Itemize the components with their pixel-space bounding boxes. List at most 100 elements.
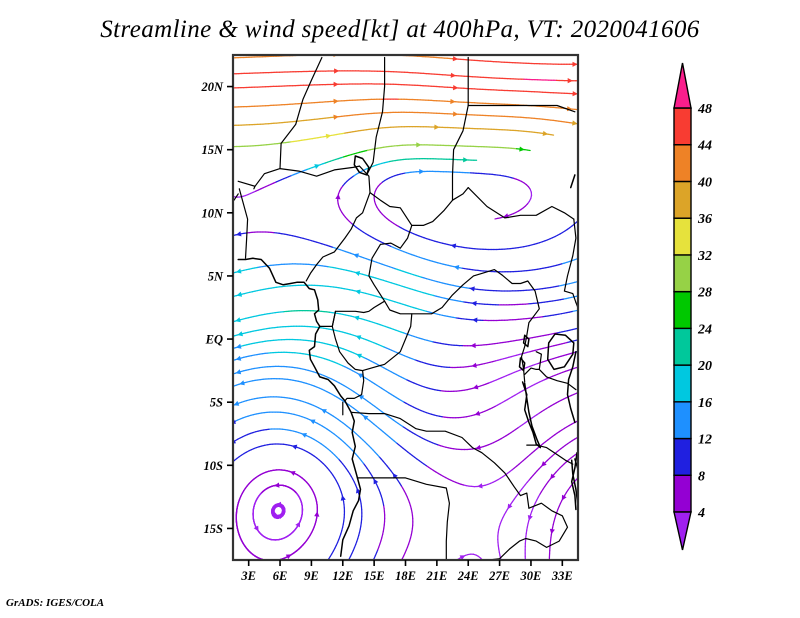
streamline-arrowhead	[235, 231, 242, 237]
streamline-arrowhead	[289, 471, 296, 476]
y-tick-label: 5S	[210, 396, 223, 410]
streamline-arrowhead	[233, 400, 240, 406]
streamline-arrowhead	[453, 111, 459, 117]
colorbar-band	[673, 364, 692, 403]
streamline-arrowhead	[295, 521, 301, 528]
x-tick-label: 24E	[457, 569, 479, 583]
streamline-arrowhead	[434, 124, 440, 130]
streamline-arrowhead	[235, 355, 242, 361]
y-tick-label: 15S	[204, 522, 224, 536]
streamline-segment	[325, 562, 327, 565]
y-axis: 20N 15N 10N 5N EQ 5S 10S 15S	[200, 80, 233, 536]
streamline-segment	[580, 474, 582, 476]
map-boundary	[563, 218, 577, 303]
colorbar-band	[673, 107, 692, 146]
streamline-arrowhead	[285, 554, 292, 560]
streamline-layer	[228, 55, 585, 568]
streamline-segment	[370, 564, 371, 567]
streamline-segment	[580, 309, 583, 310]
streamline-segment	[581, 365, 584, 366]
streamline-segment	[228, 274, 231, 275]
streamline-segment	[228, 424, 230, 425]
colorbar-min-arrow	[673, 511, 692, 551]
y-tick-label: 15N	[201, 143, 224, 157]
x-tick-label: 9E	[304, 569, 319, 583]
streamline-arrowhead	[477, 483, 483, 489]
streamline-arrowhead	[527, 515, 533, 521]
streamline-segment	[302, 542, 306, 546]
streamline-segment	[581, 216, 583, 218]
streamline-segment	[494, 217, 499, 220]
streamline-arrowhead	[356, 353, 362, 359]
streamline-arrowhead	[471, 300, 477, 307]
streamline-segment	[228, 236, 231, 237]
x-tick-label: 21E	[425, 569, 447, 583]
streamline-segment	[398, 564, 399, 567]
colorbar-tick-label: 4	[697, 506, 705, 521]
colorbar-band	[673, 474, 692, 513]
streamline-arrowhead	[253, 525, 259, 532]
map-boundary	[237, 257, 362, 557]
colorbar-tick-label: 24	[697, 322, 712, 337]
streamline-segment	[485, 563, 487, 566]
streamline-arrowhead	[416, 142, 422, 148]
streamline-arrowhead	[450, 72, 457, 78]
streamline-arrowhead	[239, 380, 245, 386]
streamline-segment	[228, 361, 231, 362]
colorbar-tick-label: 36	[697, 212, 712, 227]
streamline-arrowhead	[550, 473, 556, 480]
streamline-arrowhead	[453, 85, 459, 91]
colorbar-band	[673, 144, 692, 183]
colorbar-max-arrow	[673, 62, 692, 109]
streamline-arrowhead	[469, 286, 475, 292]
map-boundary	[237, 165, 361, 187]
streamline-arrowhead	[353, 253, 359, 259]
x-tick-label: 12E	[332, 569, 353, 583]
map-boundary	[353, 155, 370, 176]
streamline-arrowhead	[275, 501, 282, 507]
streamline-segment	[579, 295, 582, 296]
streamline-arrowhead	[335, 193, 341, 200]
streamline-arrowhead	[453, 265, 460, 271]
streamline-arrowhead	[325, 133, 332, 139]
streamline-segment	[582, 418, 585, 419]
map-boundary	[305, 165, 371, 282]
streamline-arrowhead	[450, 98, 456, 105]
colorbar-tick-label: 40	[697, 175, 712, 190]
streamline-segment	[228, 406, 231, 407]
map-boundary	[569, 174, 576, 189]
map-boundary	[253, 185, 256, 190]
streamline-segment	[345, 565, 347, 568]
colorbar-tick-label: 16	[698, 396, 712, 411]
x-axis: 3E 6E 9E 12E 15E 18E 21E 24E 27E 30E 33E	[240, 560, 573, 583]
streamline-segment	[449, 565, 451, 567]
streamline-arrowhead	[357, 373, 364, 379]
colorbar-band	[673, 327, 692, 366]
streamline-arrowhead	[235, 317, 241, 323]
map-boundary	[331, 310, 365, 402]
streamline-arrowhead	[333, 81, 339, 87]
streamline-arrowhead	[567, 78, 573, 84]
streamline-arrowhead	[471, 362, 477, 368]
map-boundary	[501, 274, 540, 383]
map-boundary	[368, 224, 503, 315]
colorbar-band	[673, 180, 692, 219]
x-tick-label: 6E	[273, 569, 288, 583]
map-boundary	[526, 444, 574, 465]
streamline-arrowhead	[235, 343, 242, 349]
map-boundary	[238, 188, 249, 259]
streamline-segment	[501, 562, 502, 565]
map-boundary	[546, 333, 575, 371]
streamline-arrowhead	[334, 68, 340, 74]
map-boundary	[488, 502, 569, 560]
streamline-segment	[229, 195, 232, 196]
streamline-segment	[323, 564, 325, 566]
streamline-arrowhead	[355, 335, 362, 341]
streamline-arrowhead	[355, 289, 361, 295]
streamline-segment	[580, 435, 582, 436]
streamline-arrowhead	[472, 384, 479, 390]
streamline-arrowhead	[472, 317, 478, 323]
streamline-arrowhead	[314, 164, 320, 169]
streamline-arrowhead	[314, 511, 320, 517]
streamline-arrowhead	[274, 482, 280, 488]
